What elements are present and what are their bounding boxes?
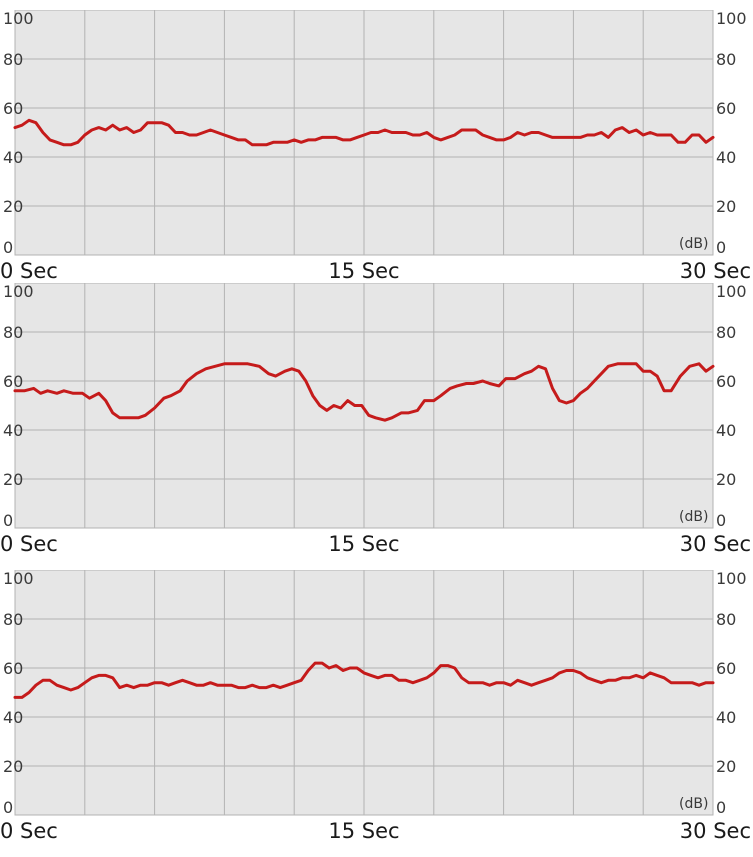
y-tick-label-left: 40 bbox=[3, 708, 23, 727]
plot-border bbox=[14, 570, 714, 816]
y-tick-label-left: 60 bbox=[3, 659, 23, 678]
y-tick-label-right: 0 bbox=[716, 238, 726, 257]
y-tick-label-left: 0 bbox=[3, 238, 13, 257]
x-tick-label: 30 Sec bbox=[680, 819, 751, 843]
plot-border bbox=[14, 10, 714, 256]
y-tick-label-right: 20 bbox=[716, 470, 736, 489]
x-tick-label: 0 Sec bbox=[0, 819, 58, 843]
series-line bbox=[13, 661, 715, 699]
chart-panel-1: 0 0 20 20 40 40 60 60 80 80 100 100 (dB) 0 Sec 15 Sec 3… bbox=[0, 10, 751, 283]
unit-label: (dB) bbox=[679, 796, 708, 812]
y-tick-label-left: 60 bbox=[3, 372, 23, 391]
grid bbox=[14, 570, 714, 816]
y-tick-label-right: 0 bbox=[716, 511, 726, 530]
y-tick-label-left: 40 bbox=[3, 148, 23, 167]
unit-label: (dB) bbox=[679, 509, 708, 525]
x-tick-label: 15 Sec bbox=[328, 819, 399, 843]
y-tick-label-right: 20 bbox=[716, 197, 736, 216]
y-tick-label-left: 60 bbox=[3, 99, 23, 118]
y-tick-label-right: 40 bbox=[716, 421, 736, 440]
y-tick-label-right: 0 bbox=[716, 798, 726, 817]
grid bbox=[14, 283, 714, 529]
y-tick-label-right: 80 bbox=[716, 323, 736, 342]
y-tick-label-left: 20 bbox=[3, 470, 23, 489]
y-tick-label-left: 0 bbox=[3, 798, 13, 817]
y-tick-label-right: 100 bbox=[716, 10, 747, 28]
y-tick-label-left: 100 bbox=[3, 570, 34, 588]
x-tick-label: 0 Sec bbox=[0, 259, 58, 283]
y-tick-label-left: 80 bbox=[3, 323, 23, 342]
y-tick-label-right: 100 bbox=[716, 570, 747, 588]
y-tick-label-left: 80 bbox=[3, 610, 23, 629]
y-tick-label-right: 40 bbox=[716, 708, 736, 727]
y-tick-label-left: 100 bbox=[3, 10, 34, 28]
y-tick-label-right: 60 bbox=[716, 372, 736, 391]
x-tick-label: 15 Sec bbox=[328, 532, 399, 556]
y-tick-label-left: 20 bbox=[3, 197, 23, 216]
x-tick-label: 0 Sec bbox=[0, 532, 58, 556]
series-line bbox=[13, 362, 715, 422]
x-tick-label: 30 Sec bbox=[680, 259, 751, 283]
unit-label: (dB) bbox=[679, 236, 708, 252]
y-tick-label-right: 80 bbox=[716, 50, 736, 69]
y-tick-label-left: 0 bbox=[3, 511, 13, 530]
y-tick-label-left: 100 bbox=[3, 283, 34, 301]
y-tick-label-left: 20 bbox=[3, 757, 23, 776]
y-tick-label-right: 80 bbox=[716, 610, 736, 629]
y-tick-label-right: 60 bbox=[716, 659, 736, 678]
x-tick-label: 30 Sec bbox=[680, 532, 751, 556]
y-tick-label-right: 60 bbox=[716, 99, 736, 118]
y-tick-label-right: 100 bbox=[716, 283, 747, 301]
chart-panel-2: 0 0 20 20 40 40 60 60 80 80 100 100 (dB) 0 Sec 15 Sec 3… bbox=[0, 283, 751, 556]
plot-border bbox=[14, 283, 714, 529]
chart-panel-3: 0 0 20 20 40 40 60 60 80 80 100 100 (dB) 0 Sec 15 Sec 3… bbox=[0, 570, 751, 843]
y-tick-label-right: 40 bbox=[716, 148, 736, 167]
y-tick-label-left: 40 bbox=[3, 421, 23, 440]
x-tick-label: 15 Sec bbox=[328, 259, 399, 283]
series-line bbox=[13, 118, 715, 147]
y-tick-label-left: 80 bbox=[3, 50, 23, 69]
grid bbox=[14, 10, 714, 256]
y-tick-label-right: 20 bbox=[716, 757, 736, 776]
